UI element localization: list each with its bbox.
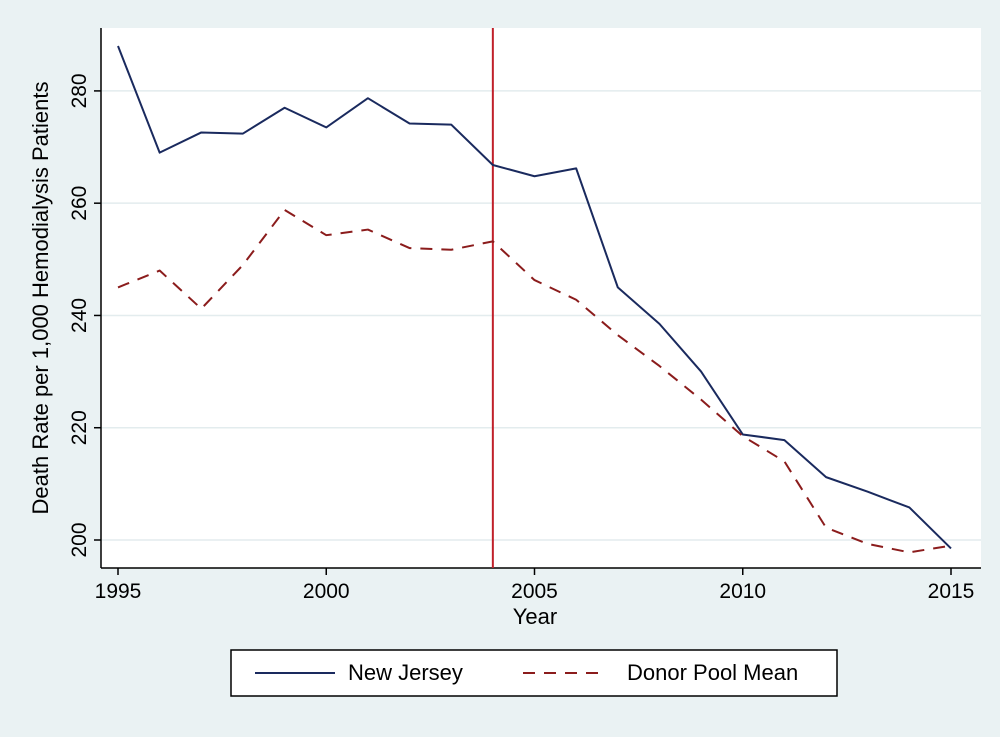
x-tick-label-2000: 2000 [303, 580, 350, 603]
legend: New Jersey Donor Pool Mean [230, 649, 838, 697]
y-tick-label-200: 200 [68, 522, 91, 557]
y-axis-title: Death Rate per 1,000 Hemodialysis Patien… [28, 82, 53, 515]
plot-area-background [101, 28, 981, 568]
series-layer [117, 45, 952, 554]
legend-label-new-jersey: New Jersey [348, 660, 463, 685]
x-axis-title: Year [513, 604, 557, 629]
series-line-donor-pool-mean [117, 208, 952, 554]
x-tick-label-1995: 1995 [95, 580, 142, 603]
x-tick-label-2010: 2010 [719, 580, 766, 603]
gridlines [101, 90, 981, 541]
x-axis-ticks: 1995 2000 2005 2010 2015 [95, 568, 975, 603]
y-tick-label-220: 220 [68, 410, 91, 445]
y-tick-label-280: 280 [68, 73, 91, 108]
x-tick-label-2015: 2015 [928, 580, 975, 603]
x-tick-label-2005: 2005 [511, 580, 558, 603]
series-line-new-jersey [117, 45, 952, 550]
y-axis-ticks: 200 220 240 260 280 [68, 73, 101, 558]
legend-label-donor-pool-mean: Donor Pool Mean [627, 660, 798, 685]
y-tick-label-240: 240 [68, 298, 91, 333]
y-tick-label-260: 260 [68, 186, 91, 221]
